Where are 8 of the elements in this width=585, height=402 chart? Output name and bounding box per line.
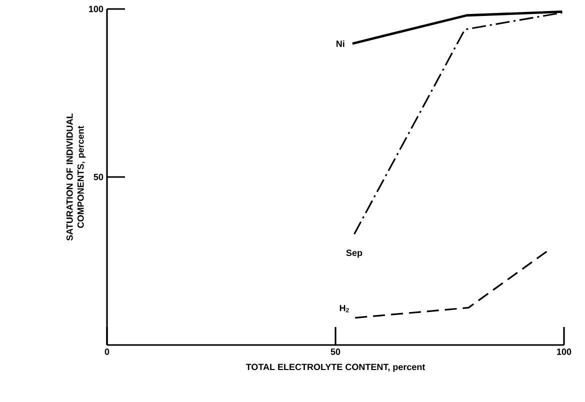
series-label: Ni bbox=[336, 40, 344, 47]
y-axis-title: SATURATION OF INDIVIDUAL COMPONENTS, percent bbox=[66, 113, 86, 241]
series-label: H$_{2}$ bbox=[340, 304, 349, 312]
series-label: Sep bbox=[346, 250, 362, 258]
x-tick-label: 0 bbox=[104, 348, 110, 355]
x-tick-label: 50 bbox=[330, 348, 340, 355]
x-tick-label: 100 bbox=[557, 348, 572, 355]
x-axis-title: TOTAL ELECTROLYTE CONTENT, percent bbox=[246, 364, 426, 372]
